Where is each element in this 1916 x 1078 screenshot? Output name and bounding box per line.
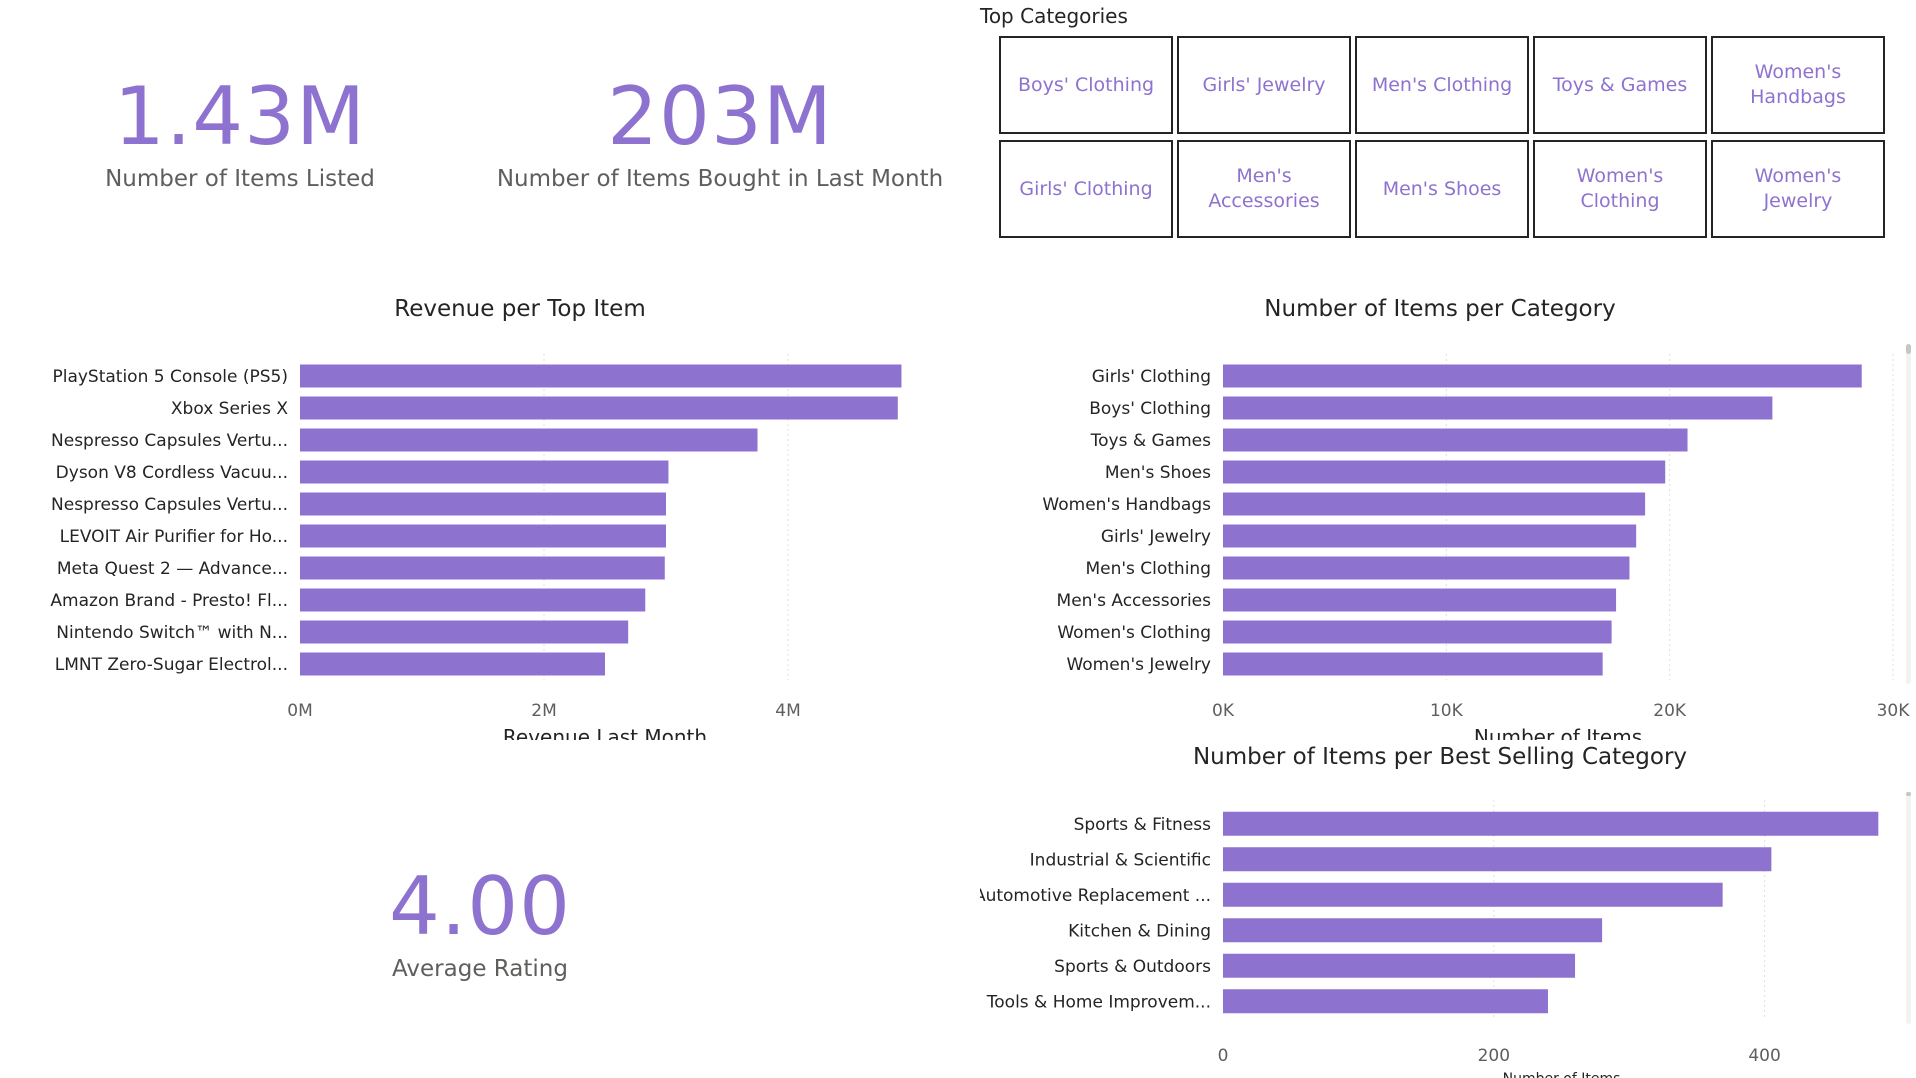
category-chart-scrollbar[interactable] — [1906, 344, 1911, 684]
category-label: Automotive Replacement ... — [980, 886, 1211, 906]
category-label: Women's Clothing — [1057, 623, 1211, 643]
bar — [1223, 524, 1637, 548]
category-label: LEVOIT Air Purifier for Ho... — [60, 527, 288, 547]
kpi-items-bought-label: Number of Items Bought in Last Month — [496, 166, 944, 192]
bar — [1223, 989, 1548, 1014]
category-label: Men's Clothing — [1085, 559, 1211, 579]
category-chart: 0K 10K 20K 30K Girls' Clothing Boys' Clothing… — [1042, 354, 1910, 740]
category-label: Tools & Home Improvem... — [986, 992, 1211, 1012]
category-label: Amazon Brand - Presto! Fl... — [50, 591, 288, 611]
bar — [300, 556, 665, 580]
category-label: Sports & Outdoors — [1054, 957, 1211, 977]
bar — [1223, 882, 1723, 907]
category-label: Nespresso Capsules Vertu... — [51, 431, 288, 451]
bar — [1223, 847, 1772, 872]
scroll-thumb[interactable] — [1906, 344, 1911, 354]
slicer-title: Top Categories — [980, 4, 1128, 28]
category-label: Women's Jewelry — [1066, 655, 1211, 675]
bar — [300, 588, 646, 612]
bar — [300, 620, 629, 644]
slicer-tile[interactable]: Men's Accessories — [1177, 140, 1351, 238]
bar — [1223, 811, 1879, 836]
bar — [1223, 953, 1576, 978]
kpi-avg-rating: 4.00 Average Rating — [330, 860, 630, 983]
bar — [300, 364, 902, 388]
bar — [1223, 460, 1666, 484]
bar — [300, 492, 666, 516]
best-selling-chart-scrollbar[interactable] — [1906, 792, 1911, 1024]
category-chart-title: Number of Items per Category — [1264, 296, 1616, 322]
bar — [300, 652, 605, 676]
bar — [300, 396, 898, 420]
slicer-tile[interactable]: Toys & Games — [1533, 36, 1707, 134]
category-label: LMNT Zero-Sugar Electrol... — [55, 655, 288, 675]
kpi-items-listed: 1.43M Number of Items Listed — [60, 70, 420, 193]
kpi-items-bought-value: 203M — [607, 70, 833, 163]
x-tick-label: 30K — [1877, 701, 1910, 721]
x-tick-label: 10K — [1430, 701, 1464, 721]
category-label: Kitchen & Dining — [1068, 921, 1211, 941]
x-tick-label: 0M — [287, 701, 312, 721]
x-tick-label: 400 — [1748, 1046, 1780, 1066]
category-label: Boys' Clothing — [1089, 399, 1211, 419]
x-tick-label: 0 — [1218, 1046, 1229, 1066]
slicer-tile[interactable]: Boys' Clothing — [999, 36, 1173, 134]
best-selling-chart: 0 200 400 Sports & Fitness Industrial & Scie… — [980, 800, 1879, 1078]
category-label: Men's Shoes — [1105, 463, 1211, 483]
category-label: PlayStation 5 Console (PS5) — [52, 367, 288, 387]
slicer-tile[interactable]: Men's Clothing — [1355, 36, 1529, 134]
kpi-avg-rating-value: 4.00 — [388, 860, 572, 953]
slicer-tile[interactable]: Girls' Jewelry — [1177, 36, 1351, 134]
revenue-chart-title: Revenue per Top Item — [394, 296, 646, 322]
x-tick-label: 200 — [1478, 1046, 1510, 1066]
best-selling-chart-title: Number of Items per Best Selling Categor… — [1192, 744, 1688, 770]
bar — [1223, 652, 1603, 676]
bar — [1223, 588, 1617, 612]
kpi-items-listed-label: Number of Items Listed — [105, 166, 375, 192]
bar — [300, 428, 758, 452]
slicer-tile[interactable]: Women's Clothing — [1533, 140, 1707, 238]
category-label: Meta Quest 2 — Advance... — [57, 559, 288, 579]
x-tick-label: 4M — [775, 701, 800, 721]
category-label: Dyson V8 Cordless Vacuu... — [56, 463, 288, 483]
kpi-items-bought: 203M Number of Items Bought in Last Mont… — [490, 70, 950, 193]
category-label: Women's Handbags — [1042, 495, 1211, 515]
bar — [1223, 556, 1630, 580]
x-tick-label: 0K — [1212, 701, 1235, 721]
top-categories-slicer: Boys' Clothing Girls' Jewelry Men's Clot… — [999, 36, 1887, 240]
category-label: Nespresso Capsules Vertu... — [51, 495, 288, 515]
category-label: Girls' Jewelry — [1101, 527, 1211, 547]
bar — [1223, 620, 1612, 644]
scroll-thumb[interactable] — [1906, 792, 1911, 796]
category-label: Nintendo Switch™ with N... — [56, 623, 288, 643]
slicer-tile[interactable]: Women's Jewelry — [1711, 140, 1885, 238]
kpi-avg-rating-label: Average Rating — [392, 956, 568, 982]
bar — [300, 524, 666, 548]
slicer-tile[interactable]: Girls' Clothing — [999, 140, 1173, 238]
category-label: Sports & Fitness — [1074, 815, 1212, 835]
category-label: Industrial & Scientific — [1030, 850, 1211, 870]
revenue-chart: 0M 2M 4M PlayStation 5 Console (PS5) Xbox Se… — [50, 354, 902, 740]
slicer-tile[interactable]: Women's Handbags — [1711, 36, 1885, 134]
x-axis-title: Number of Items — [1503, 1071, 1621, 1078]
bar — [300, 460, 669, 484]
bar — [1223, 492, 1646, 516]
category-label: Men's Accessories — [1057, 591, 1212, 611]
category-label: Girls' Clothing — [1092, 367, 1211, 387]
category-label: Xbox Series X — [171, 399, 288, 419]
slicer-tile[interactable]: Men's Shoes — [1355, 140, 1529, 238]
x-tick-label: 20K — [1653, 701, 1687, 721]
bar — [1223, 364, 1862, 388]
bar — [1223, 396, 1773, 420]
x-axis-title: Number of Items — [1474, 725, 1642, 740]
bar — [1223, 428, 1688, 452]
x-axis-title: Revenue Last Month — [503, 725, 707, 740]
kpi-items-listed-value: 1.43M — [113, 70, 367, 163]
category-label: Toys & Games — [1090, 431, 1211, 451]
bar — [1223, 918, 1603, 943]
x-tick-label: 2M — [531, 701, 556, 721]
